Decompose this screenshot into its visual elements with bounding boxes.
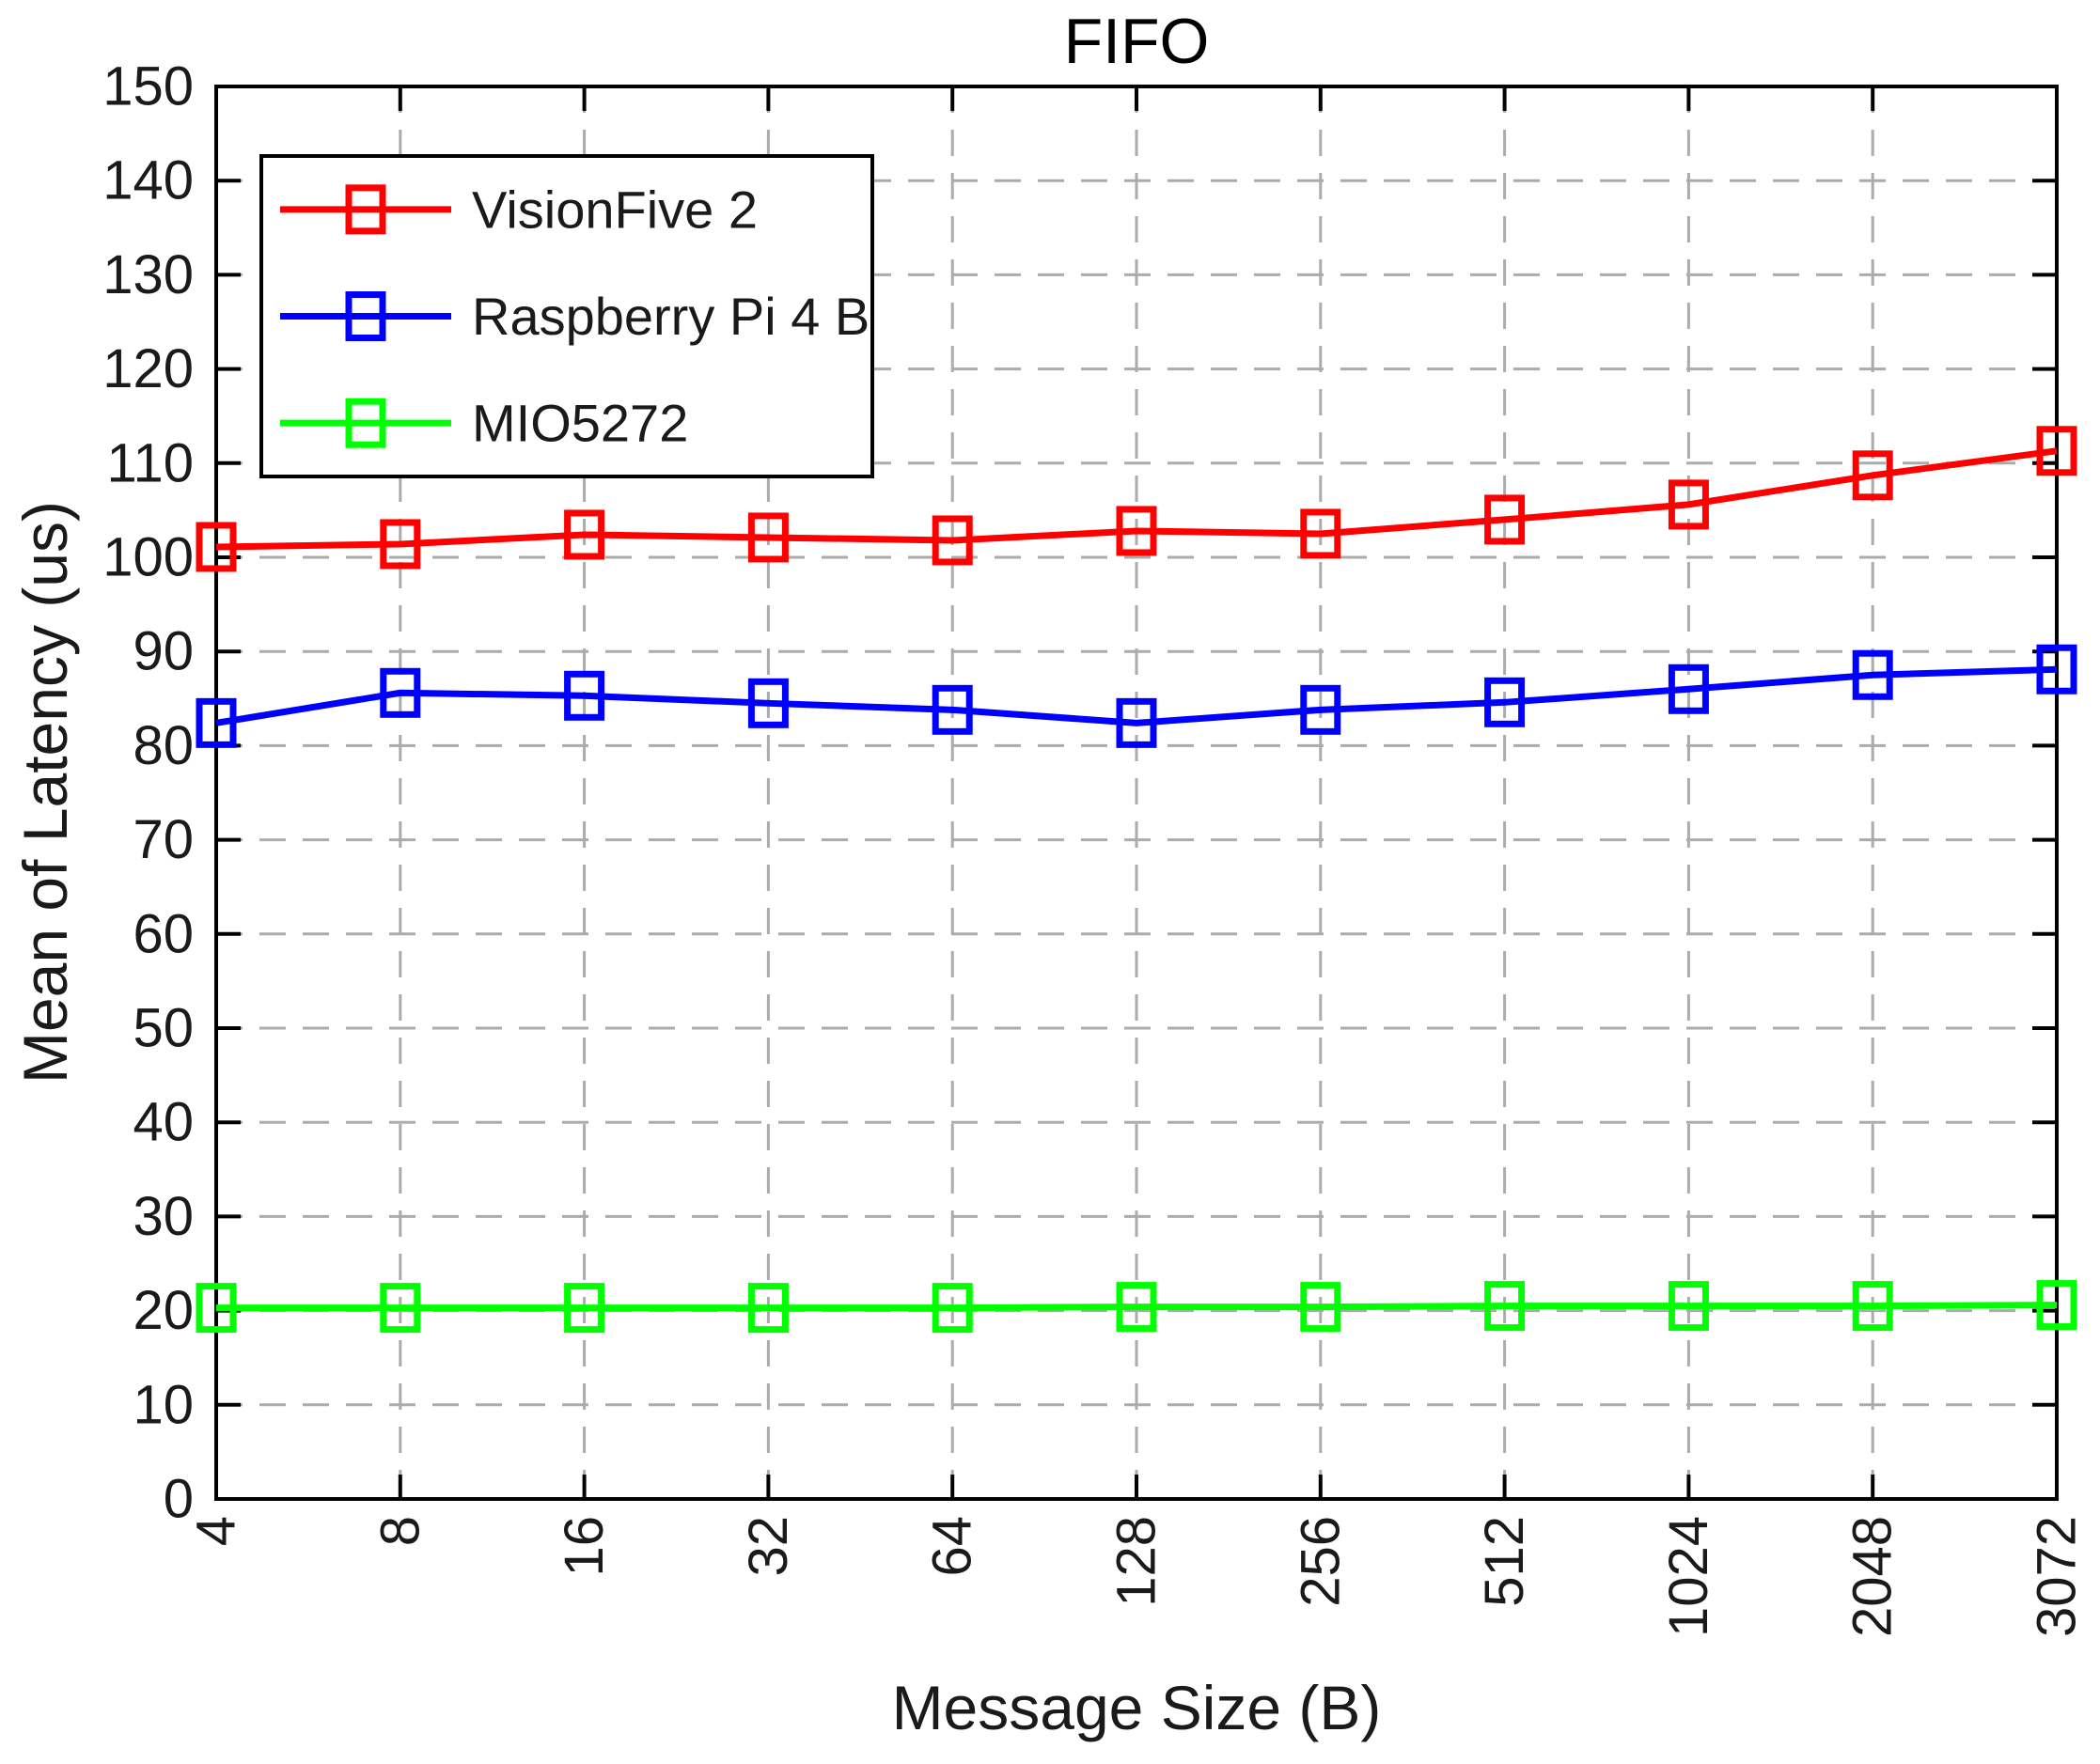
series-line-visionfive-2 (215, 447, 2058, 551)
x-tick-label: 4 (186, 1516, 247, 1546)
x-tick-label: 32 (738, 1516, 799, 1577)
marker-visionfive-2 (1668, 479, 1709, 530)
marker-raspberry-pi-4-b (1668, 663, 1709, 714)
grid (216, 86, 2059, 1499)
marker-raspberry-pi-4-b (747, 678, 789, 728)
marker-mio5272 (1668, 1281, 1709, 1332)
marker-visionfive-2 (1852, 450, 1893, 501)
marker-mio5272 (1484, 1281, 1526, 1332)
series-raspberry-pi-4-b (196, 644, 2077, 748)
marker-visionfive-2 (747, 512, 789, 563)
x-tick-labels: 4 8 16 32 64 128 256 512 1024 2048 3072 (186, 1516, 2088, 1637)
chart-title: FIFO (1063, 6, 1210, 77)
series-line-mio5272 (216, 1302, 2058, 1312)
marker-raspberry-pi-4-b (564, 670, 605, 721)
y-tick-labels: 0 10 20 30 40 50 60 70 80 90 100 110 120 130 140 150 (102, 56, 194, 1530)
marker-raspberry-pi-4-b (1300, 684, 1341, 735)
series-line-raspberry-pi-4-b (215, 665, 2058, 726)
y-tick-label: 20 (133, 1280, 194, 1341)
marker-visionfive-2 (1116, 506, 1157, 556)
x-tick-label: 8 (369, 1516, 431, 1546)
y-tick-label: 30 (133, 1186, 194, 1247)
marker-visionfive-2 (1300, 508, 1341, 559)
marker-visionfive-2 (564, 509, 605, 560)
y-tick-label: 140 (102, 150, 194, 211)
marker-visionfive-2 (2036, 426, 2077, 476)
legend-marker (345, 398, 386, 448)
marker-mio5272 (1852, 1281, 1893, 1332)
y-tick-label: 60 (133, 903, 194, 964)
x-tick-label: 512 (1474, 1516, 1535, 1607)
y-tick-label: 0 (164, 1469, 194, 1530)
y-tick-label: 120 (102, 338, 194, 399)
marker-raspberry-pi-4-b (2036, 644, 2077, 695)
marker-raspberry-pi-4-b (1484, 677, 1526, 727)
marker-visionfive-2 (932, 515, 973, 566)
legend-item-visionfive-2: VisionFive 2 (280, 180, 758, 239)
x-tick-label: 2048 (1842, 1516, 1904, 1637)
marker-mio5272 (380, 1283, 421, 1334)
y-tick-label: 80 (133, 715, 194, 776)
marker-raspberry-pi-4-b (932, 684, 973, 735)
marker-visionfive-2 (1484, 494, 1526, 545)
legend-label: VisionFive 2 (472, 180, 758, 239)
y-tick-label: 150 (102, 56, 194, 117)
x-tick-label: 128 (1106, 1516, 1168, 1607)
series-visionfive-2 (196, 426, 2077, 572)
y-tick-label: 110 (107, 432, 194, 493)
x-tick-label: 64 (922, 1516, 983, 1577)
marker-mio5272 (932, 1283, 973, 1334)
marker-mio5272 (1300, 1282, 1341, 1333)
y-tick-label: 100 (102, 527, 194, 588)
x-tick-label: 3072 (2027, 1516, 2088, 1637)
marker-visionfive-2 (196, 522, 237, 572)
marker-mio5272 (196, 1283, 237, 1334)
y-tick-label: 10 (133, 1374, 194, 1435)
marker-mio5272 (1116, 1282, 1157, 1333)
x-tick-label: 256 (1290, 1516, 1351, 1607)
legend-item-mio5272: MIO5272 (280, 394, 688, 453)
x-tick-label: 1024 (1658, 1516, 1719, 1637)
legend-label: Raspberry Pi 4 B (472, 287, 870, 346)
y-tick-label: 50 (133, 998, 194, 1059)
y-tick-label: 70 (133, 809, 194, 870)
y-tick-label: 90 (133, 621, 194, 682)
y-tick-label: 40 (133, 1092, 194, 1153)
axis-ticks (214, 85, 2059, 1501)
marker-raspberry-pi-4-b (196, 697, 237, 748)
legend-label: MIO5272 (472, 394, 688, 453)
legend-marker (345, 291, 386, 341)
legend: VisionFive 2 Raspberry Pi 4 B MIO5272 (259, 154, 874, 478)
legend-item-raspberry-pi-4-b: Raspberry Pi 4 B (280, 287, 870, 346)
marker-raspberry-pi-4-b (1852, 649, 1893, 700)
marker-mio5272 (747, 1283, 789, 1334)
x-tick-label: 16 (554, 1516, 615, 1577)
x-axis-label: Message Size (B) (891, 1673, 1382, 1742)
marker-mio5272 (564, 1283, 605, 1334)
y-tick-label: 130 (102, 244, 194, 305)
marker-mio5272 (2036, 1280, 2077, 1331)
marker-raspberry-pi-4-b (380, 667, 421, 718)
legend-marker (345, 184, 386, 235)
marker-visionfive-2 (380, 519, 421, 570)
marker-raspberry-pi-4-b (1116, 697, 1157, 748)
series-mio5272 (196, 1280, 2077, 1334)
